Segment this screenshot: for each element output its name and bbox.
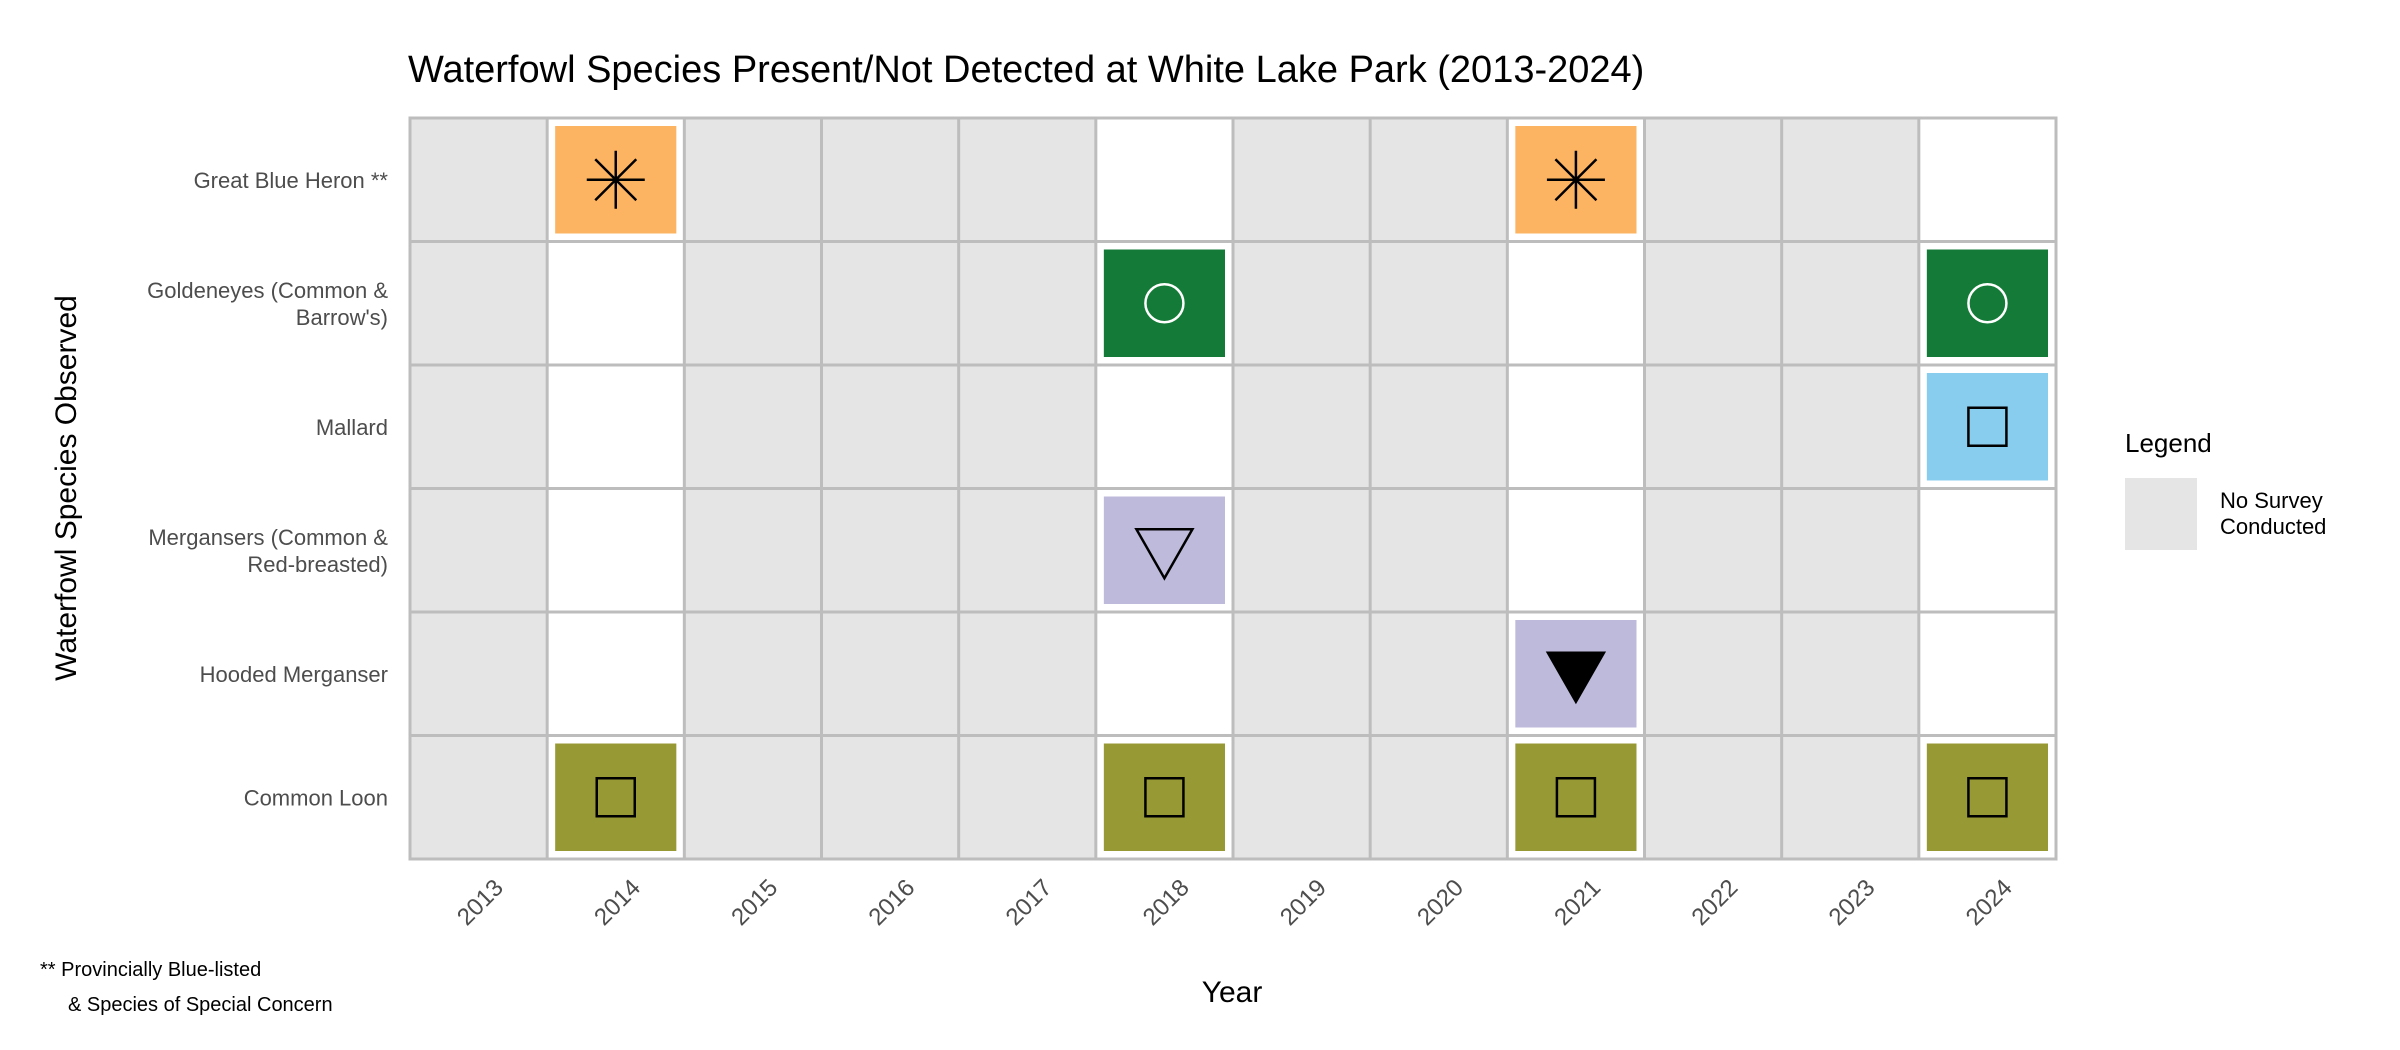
tile-great-blue-heron-2014: [555, 126, 677, 234]
y-tick-label-mergansers-common-red-breasted: Red-breasted): [247, 552, 388, 577]
asterisk-stroke: [1554, 158, 1598, 202]
y-tick-label-goldeneyes-common-barrow-s: Barrow's): [296, 305, 388, 330]
x-tick-label-2021: 2021: [1549, 874, 1606, 931]
grid-lines: [410, 118, 2056, 859]
tile-goldeneyes-common-barrow-s-2024: [1926, 249, 2048, 357]
tile-mallard-2024: [1926, 373, 2048, 481]
y-tick-label-goldeneyes-common-barrow-s: Goldeneyes (Common &: [147, 278, 388, 303]
tile-common-loon-2018: [1103, 743, 1225, 851]
y-tick-label-hooded-merganser: Hooded Merganser: [200, 662, 388, 687]
square-symbol: [1555, 777, 1597, 818]
plot-panel: [408, 116, 2058, 861]
tile-fill: [1103, 496, 1225, 604]
panel-border: [408, 116, 2058, 861]
asterisk-stroke: [594, 158, 638, 202]
footnote-line-2: & Species of Special Concern: [68, 994, 333, 1016]
asterisk-symbol: [586, 150, 645, 209]
tile-fill: [1926, 373, 2048, 481]
x-tick-label-2019: 2019: [1275, 874, 1332, 931]
square-symbol: [595, 777, 636, 818]
tile-fill: [1103, 743, 1225, 851]
tile-fill: [555, 743, 677, 851]
circle-symbol: [1967, 283, 2008, 324]
legend-label-no-survey: No Survey: [2220, 488, 2323, 513]
open-triangle-symbol: [1134, 528, 1195, 581]
y-tick-labels: Great Blue Heron ** Goldeneyes (Common &B…: [147, 168, 388, 811]
tile-fill: [1926, 743, 2048, 851]
filled-triangle-symbol: [1545, 651, 1607, 705]
footnote-line-1: ** Provincially Blue-listed: [40, 959, 261, 981]
square-symbol: [1967, 406, 2008, 447]
asterisk-symbol: [1546, 150, 1605, 209]
y-tick-label-common-loon: Common Loon: [244, 785, 388, 810]
x-tick-label-2018: 2018: [1138, 874, 1195, 931]
x-tick-label-2024: 2024: [1961, 874, 2018, 931]
legend-no-survey-swatch: [2125, 478, 2197, 550]
chart-title: Waterfowl Species Present/Not Detected a…: [408, 49, 1644, 91]
x-tick-label-2020: 2020: [1412, 874, 1469, 931]
circle-symbol: [1144, 283, 1185, 324]
tile-hooded-merganser-2021: [1515, 620, 1637, 728]
tile-common-loon-2024: [1926, 743, 2048, 851]
tile-fill: [1103, 249, 1225, 357]
y-tick-label-great-blue-heron: Great Blue Heron **: [194, 168, 389, 193]
x-tick-label-2014: 2014: [589, 874, 646, 931]
x-tick-label-2017: 2017: [1001, 874, 1058, 931]
legend-label-no-survey: Conducted: [2220, 514, 2326, 539]
tile-common-loon-2014: [555, 743, 677, 851]
tile-mergansers-common-red-breasted-2018: [1103, 496, 1225, 604]
x-tick-labels: 2013 2014 2015 2016 2017 2018 2019 2020 2021 2022…: [452, 874, 2018, 931]
legend-title: Legend: [2125, 428, 2212, 458]
tile-fill: [1926, 249, 2048, 357]
square-symbol: [1144, 777, 1185, 818]
y-axis-title: Waterfowl Species Observed: [50, 295, 83, 681]
x-tick-label-2016: 2016: [863, 874, 920, 931]
x-tick-label-2015: 2015: [726, 874, 783, 931]
y-tick-label-mallard: Mallard: [316, 415, 388, 440]
x-axis-title: Year: [1202, 976, 1263, 1009]
square-symbol: [1967, 777, 2008, 818]
tile-great-blue-heron-2021: [1515, 126, 1637, 234]
x-tick-label-2013: 2013: [452, 874, 509, 931]
x-tick-label-2022: 2022: [1686, 874, 1743, 931]
tile-goldeneyes-common-barrow-s-2018: [1103, 249, 1225, 357]
x-tick-label-2023: 2023: [1824, 874, 1881, 931]
y-tick-label-mergansers-common-red-breasted: Mergansers (Common &: [148, 525, 388, 550]
footnote: ** Provincially Blue-listed & Species of …: [40, 959, 333, 1016]
tile-fill: [1515, 743, 1637, 851]
tile-common-loon-2021: [1515, 743, 1637, 851]
